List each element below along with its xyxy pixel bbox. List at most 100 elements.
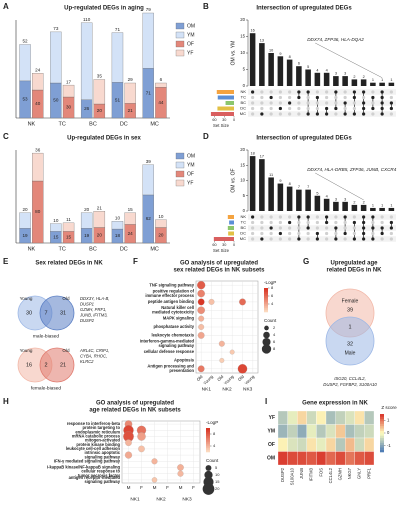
heat-cell — [364, 451, 375, 466]
bar-segment — [111, 32, 124, 83]
matrix-dot — [251, 220, 255, 225]
color-bar — [380, 433, 384, 436]
bar-segment — [19, 212, 31, 229]
matrix-dot — [334, 95, 338, 100]
matrix-dot — [288, 90, 292, 94]
x-tick-label: NK — [28, 121, 36, 127]
data-label: 2 — [353, 200, 355, 204]
matrix-dot — [334, 112, 338, 116]
data-label: 2 — [363, 75, 365, 79]
color-bar — [264, 292, 268, 295]
intersection-bar — [277, 56, 284, 86]
heat-cell — [287, 424, 298, 439]
matrix-dot — [352, 226, 356, 230]
matrix-dot — [371, 106, 375, 111]
bar-segment — [142, 164, 154, 196]
matrix-dot — [315, 215, 319, 219]
bar-segment — [32, 73, 44, 91]
column-label: Old — [196, 373, 205, 382]
intersection-bar — [305, 189, 311, 211]
matrix-dot — [343, 90, 347, 94]
venn-count: 1 — [348, 324, 351, 330]
matrix-dot — [306, 101, 310, 105]
bar-segment — [32, 152, 44, 182]
intersection-bar — [351, 79, 358, 86]
dot — [124, 451, 133, 459]
matrix-row-band — [248, 214, 396, 220]
term-label: Antigen processing and — [147, 364, 194, 369]
term-label: presentation — [169, 368, 194, 373]
size-legend-dot — [264, 325, 269, 331]
data-label: 79 — [146, 7, 152, 12]
heat-cell — [364, 410, 375, 425]
matrix-dot — [315, 101, 319, 105]
group-label: NK1 — [202, 386, 212, 392]
data-label: 4 — [326, 68, 328, 72]
term-label: antigen receptor-mediated — [69, 475, 121, 480]
gene-list: KLRC2 — [80, 359, 94, 364]
panel-label: E — [3, 257, 9, 266]
legend-title: Count — [206, 458, 219, 463]
matrix-dot — [380, 101, 384, 105]
color-bar — [206, 428, 210, 431]
color-bar — [264, 302, 268, 305]
set-size-bar — [225, 101, 234, 105]
matrix-dot — [343, 237, 347, 241]
matrix-dot — [278, 90, 282, 94]
dot — [125, 439, 132, 447]
bar-segment — [80, 212, 93, 229]
matrix-dot — [297, 112, 301, 116]
set-label: Old — [62, 296, 70, 301]
data-label: 10 — [53, 218, 59, 223]
data-label: 1 — [381, 203, 383, 207]
matrix-dot — [343, 101, 347, 105]
data-label: 1 — [372, 78, 374, 82]
intersection-bar — [360, 204, 367, 211]
matrix-dot — [389, 106, 393, 111]
row-label: OF — [268, 442, 275, 448]
matrix-dot — [325, 226, 329, 230]
venn-count: 31 — [60, 310, 66, 316]
x-tick-label: MC — [150, 246, 159, 252]
data-label: 71 — [146, 90, 152, 95]
gene-list: GZMH, PRF1, — [80, 307, 107, 312]
color-tick-label: -1 — [387, 443, 391, 448]
color-bar — [264, 288, 268, 291]
matrix-dot — [297, 90, 301, 94]
matrix-dot — [380, 220, 384, 225]
chart-title: age related DEGs in NK subsets — [89, 408, 181, 414]
set-label: Young — [20, 348, 33, 353]
venn-count: 39 — [347, 307, 353, 313]
matrix-dot — [297, 226, 301, 230]
column-label: Old — [237, 373, 246, 382]
dot — [218, 340, 225, 347]
chart-title: GO analysis of upregulated — [96, 401, 174, 407]
intersection-bar — [342, 76, 348, 86]
data-label: 7 — [307, 185, 309, 189]
matrix-dot — [352, 231, 356, 236]
set-label: DC — [240, 231, 246, 236]
bar-segment — [50, 31, 62, 84]
data-label: 21 — [97, 205, 103, 210]
set-size-title: Set Size — [213, 248, 230, 253]
row-label: YF — [269, 415, 275, 421]
data-label: 51 — [115, 97, 121, 102]
x-tick-label: DC — [120, 121, 128, 127]
legend-label: YM — [187, 162, 195, 168]
matrix-dot — [352, 106, 356, 111]
matrix-dot — [251, 106, 255, 111]
heat-cell — [335, 410, 346, 425]
data-label: 53 — [22, 97, 28, 102]
y-tick-label: 20 — [240, 147, 245, 152]
intersection-bar — [360, 79, 367, 86]
column-label: M — [153, 485, 157, 490]
color-bar — [380, 430, 384, 434]
data-label: 8 — [289, 55, 291, 59]
size-legend-dot — [261, 344, 272, 354]
y-axis-title: OM vs. YM — [230, 41, 236, 66]
matrix-dot — [278, 220, 282, 225]
matrix-dot — [343, 231, 347, 236]
matrix-dot — [334, 215, 338, 219]
dot — [208, 298, 215, 305]
heat-cell — [287, 437, 298, 452]
